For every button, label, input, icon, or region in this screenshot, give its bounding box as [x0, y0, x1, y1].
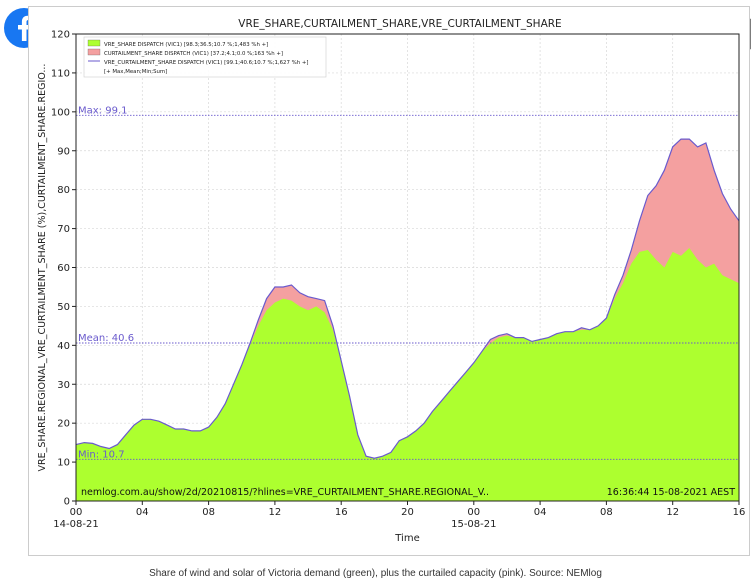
facebook-logo: [18, 15, 31, 42]
hline-label: Min: 10.7: [78, 449, 125, 460]
legend: VRE_SHARE DISPATCH (VIC1) [98.3;36.5;10.…: [83, 36, 327, 78]
y-tick-label: 120: [51, 30, 70, 41]
footer-url: nemlog.com.au/show/2d/20210815/?hlines=V…: [81, 487, 489, 498]
y-tick-label: 100: [51, 107, 70, 118]
chart-frame: VRE_SHARE,CURTAILMENT_SHARE,VRE_CURTAILM…: [28, 6, 750, 556]
hline-label: Max: 99.1: [78, 105, 128, 116]
vre-curtailment-share-line: [75, 138, 740, 459]
x-tick-label: 04: [136, 507, 149, 518]
x-tick-date-label: 14-08-21: [53, 519, 98, 530]
y-tick-label: 30: [57, 380, 70, 391]
legend-label-vre: VRE_SHARE DISPATCH (VIC1) [98.3;36.5;10.…: [104, 42, 268, 48]
y-tick-label: 50: [57, 302, 70, 313]
y-axis-label: VRE_SHARE.REGIONAL_VRE_CURTAILMENT_SHARE…: [37, 64, 48, 472]
y-tick-label: 20: [57, 419, 70, 430]
legend-note: [+ Max,Mean;Min;Sum]: [104, 69, 167, 75]
x-tick-date-label: 15-08-21: [451, 519, 496, 530]
vre-share-area: [76, 248, 739, 501]
y-tick-label: 10: [57, 458, 70, 469]
y-tick-label: 90: [57, 146, 70, 157]
figure-caption: Share of wind and solar of Victoria dema…: [149, 568, 602, 579]
y-tick-label: 110: [51, 68, 70, 79]
legend-swatch-vre: [87, 39, 101, 47]
legend-box: [83, 36, 327, 78]
y-tick-label: 40: [57, 341, 70, 352]
x-tick-label: 12: [666, 507, 679, 518]
x-tick-label: 16: [335, 507, 348, 518]
footer-timestamp: 16:36:44 15-08-2021 AEST: [607, 487, 735, 498]
legend-label-total: VRE_CURTAILMENT_SHARE DISPATCH (VIC1) [9…: [104, 60, 309, 66]
chart: VRE_SHARE,CURTAILMENT_SHARE,VRE_CURTAILM…: [37, 18, 745, 544]
x-tick-label: 12: [269, 507, 282, 518]
x-tick-label: 20: [401, 507, 414, 518]
x-tick-label: 08: [600, 507, 613, 518]
x-tick-label: 04: [534, 507, 547, 518]
ticks: 01020304050607080901001101200014-08-2104…: [51, 30, 745, 531]
x-axis-label: Time: [394, 533, 419, 544]
x-tick-label: 00: [70, 507, 83, 518]
hlines: Max: 99.1 Mean: 40.6 Min: 10.7: [76, 105, 739, 460]
x-tick-label: 16: [733, 507, 746, 518]
x-tick-label: 00: [467, 507, 480, 518]
y-tick-label: 70: [57, 224, 70, 235]
y-tick-label: 60: [57, 263, 70, 274]
hline-label: Mean: 40.6: [78, 333, 134, 344]
legend-label-curtailment: CURTAILMENT_SHARE DISPATCH (VIC1) [37.2;…: [104, 51, 283, 57]
chart-title: VRE_SHARE,CURTAILMENT_SHARE,VRE_CURTAILM…: [238, 18, 561, 30]
y-tick-label: 0: [64, 497, 70, 508]
x-tick-label: 08: [202, 507, 215, 518]
legend-swatch-curtailment: [87, 48, 101, 56]
area-layer: [75, 138, 740, 501]
y-tick-label: 80: [57, 185, 70, 196]
